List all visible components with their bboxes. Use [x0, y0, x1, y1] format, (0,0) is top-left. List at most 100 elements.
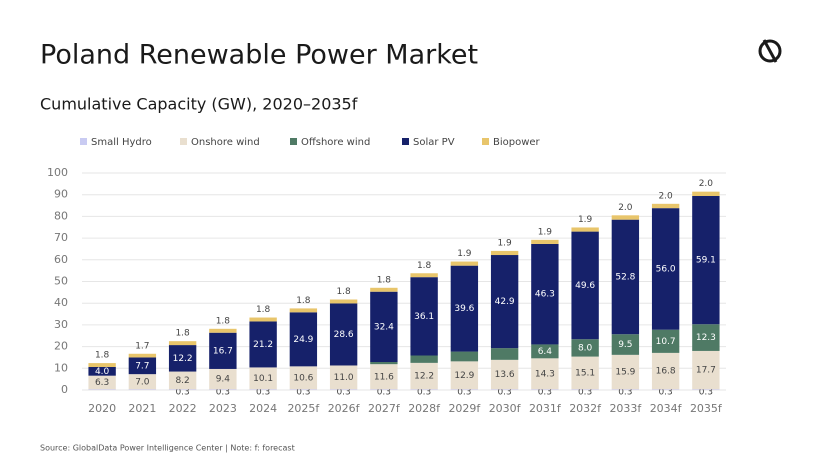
- value-label: 8.2: [175, 376, 189, 386]
- value-label: 11.6: [374, 372, 394, 382]
- value-label: 15.9: [615, 368, 635, 378]
- bar-segment: [490, 359, 519, 390]
- value-label: 12.3: [696, 333, 716, 343]
- value-label: 7.0: [135, 377, 150, 387]
- value-label: 1.9: [457, 249, 472, 259]
- value-label: 1.8: [95, 351, 110, 361]
- bar-segment: [692, 389, 720, 390]
- value-label: 4.0: [95, 367, 110, 377]
- value-label: 13.6: [495, 370, 515, 380]
- bar-segment: [611, 334, 640, 355]
- bar-segment: [88, 389, 116, 390]
- bar-segment: [128, 357, 157, 375]
- value-label: 1.9: [538, 227, 553, 237]
- x-tick-label: 2029f: [448, 402, 481, 415]
- value-label: 42.9: [495, 297, 515, 307]
- value-label: 0.3: [216, 388, 230, 398]
- bar-segment: [450, 389, 479, 390]
- legend-swatch: [482, 138, 489, 145]
- value-label: 1.8: [417, 261, 432, 271]
- bar-segment: [249, 389, 277, 390]
- bar-segment: [168, 371, 197, 390]
- x-tick-label: 2027f: [368, 402, 401, 415]
- bar-segment: [450, 351, 479, 362]
- value-label: 1.7: [135, 341, 149, 351]
- value-label: 32.4: [374, 322, 394, 332]
- value-label: 0.3: [175, 388, 189, 398]
- value-label: 9.5: [618, 340, 632, 350]
- bar-segment: [410, 277, 438, 356]
- bar-segment: [571, 227, 599, 232]
- bar-segment: [410, 273, 438, 278]
- legend-swatch: [290, 138, 297, 145]
- value-label: 16.8: [656, 367, 676, 377]
- bar-segment: [531, 243, 559, 345]
- bar-segment: [651, 352, 680, 390]
- value-label: 1.8: [377, 275, 392, 285]
- value-label: 0.3: [578, 388, 592, 398]
- legend-label: Biopower: [493, 137, 541, 148]
- bar-segment: [450, 361, 479, 390]
- bar-segment: [611, 215, 640, 220]
- x-tick-label: 2033f: [609, 402, 642, 415]
- value-label: 0.3: [699, 388, 713, 398]
- x-tick-label: 2030f: [489, 402, 522, 415]
- legend-swatch: [180, 138, 187, 145]
- value-label: 10.6: [293, 373, 313, 383]
- logo: [758, 39, 782, 63]
- value-label: 21.2: [253, 340, 273, 350]
- legend-label: Offshore wind: [301, 137, 370, 148]
- value-label: 56.0: [656, 264, 676, 274]
- y-tick-label: 30: [54, 318, 68, 331]
- value-label: 59.1: [696, 256, 716, 266]
- value-label: 0.3: [497, 388, 511, 398]
- value-label: 0.3: [296, 388, 310, 398]
- bar-segment: [490, 389, 519, 390]
- value-label: 0.3: [658, 388, 672, 398]
- bar-segment: [531, 239, 559, 244]
- bar-segment: [571, 389, 599, 390]
- x-tick-label: 2026f: [328, 402, 361, 415]
- bar-segment: [410, 362, 438, 390]
- y-tick-label: 10: [54, 361, 68, 374]
- value-label: 10.7: [656, 337, 676, 347]
- bar-segment: [531, 344, 559, 359]
- value-label: 16.7: [213, 346, 233, 356]
- value-label: 1.9: [578, 215, 593, 225]
- value-label: 28.6: [334, 330, 354, 340]
- value-label: 9.4: [216, 375, 231, 385]
- bar-segment: [692, 196, 720, 325]
- bar-segment: [209, 389, 237, 390]
- bar-segment: [651, 389, 680, 390]
- x-tick-label: 2023: [209, 402, 237, 415]
- legend-label: Solar PV: [413, 137, 455, 148]
- source-note: Source: GlobalData Power Intelligence Ce…: [40, 444, 295, 453]
- value-label: 14.3: [535, 369, 555, 379]
- value-label: 36.1: [414, 312, 434, 322]
- bar-segment: [571, 339, 599, 357]
- value-label: 46.3: [535, 290, 555, 300]
- bar-segment: [329, 299, 358, 304]
- bar-segment: [692, 324, 720, 351]
- bar-segment: [531, 358, 559, 390]
- bar-segment: [329, 389, 358, 390]
- x-tick-label: 2035f: [690, 402, 723, 415]
- value-label: 24.9: [293, 335, 313, 345]
- value-label: 1.9: [497, 238, 512, 248]
- value-label: 1.8: [296, 296, 311, 306]
- value-label: 12.2: [414, 372, 434, 382]
- y-tick-label: 50: [54, 275, 68, 288]
- x-tick-label: 2034f: [650, 402, 683, 415]
- y-tick-label: 60: [54, 253, 68, 266]
- bar-segment: [611, 354, 640, 390]
- x-tick-label: 2021: [128, 402, 156, 415]
- chart-title: Poland Renewable Power Market: [40, 40, 478, 71]
- y-tick-label: 20: [54, 340, 68, 353]
- bar-segment: [289, 312, 318, 367]
- value-label: 17.7: [696, 366, 716, 376]
- bar-segment: [209, 332, 237, 369]
- x-tick-label: 2025f: [287, 402, 320, 415]
- legend-swatch: [80, 138, 87, 145]
- y-tick-label: 100: [47, 166, 68, 179]
- bar-segment: [410, 355, 438, 363]
